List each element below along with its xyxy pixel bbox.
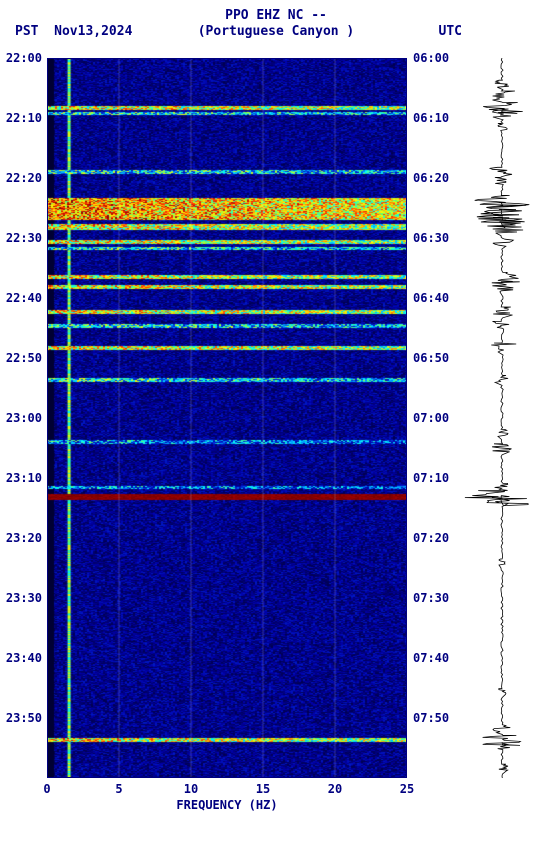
seismogram-trace: [462, 58, 542, 778]
x-tick: 5: [115, 782, 122, 796]
x-tick: 15: [256, 782, 270, 796]
header-tz-right: UTC: [439, 24, 462, 39]
y-left-tick: 22:50: [6, 351, 42, 365]
y-right-tick: 06:20: [413, 171, 449, 185]
y-right-tick: 07:00: [413, 411, 449, 425]
y-left-tick: 23:40: [6, 651, 42, 665]
y-left-tick: 22:30: [6, 231, 42, 245]
x-tick: 0: [43, 782, 50, 796]
trace-path: [465, 58, 529, 778]
y-right-tick: 07:10: [413, 471, 449, 485]
y-right-tick: 07:30: [413, 591, 449, 605]
y-right-tick: 06:50: [413, 351, 449, 365]
spectrogram-canvas: [47, 58, 407, 778]
y-left-tick: 23:10: [6, 471, 42, 485]
y-right-tick: 06:00: [413, 51, 449, 65]
y-right-tick: 07:40: [413, 651, 449, 665]
y-left-tick: 23:00: [6, 411, 42, 425]
spectrogram-plot: [47, 58, 407, 778]
x-tick: 10: [184, 782, 198, 796]
y-right-tick: 07:50: [413, 711, 449, 725]
y-right-tick: 06:30: [413, 231, 449, 245]
header-title: PPO EHZ NC --: [0, 8, 552, 23]
y-axis-right: 06:0006:1006:2006:3006:4006:5007:0007:10…: [410, 58, 456, 778]
x-axis-label: FREQUENCY (HZ): [47, 798, 407, 812]
y-left-tick: 22:20: [6, 171, 42, 185]
y-axis-left: 22:0022:1022:2022:3022:4022:5023:0023:10…: [2, 58, 45, 778]
y-left-tick: 23:30: [6, 591, 42, 605]
x-tick: 20: [328, 782, 342, 796]
y-left-tick: 23:50: [6, 711, 42, 725]
trace-svg: [462, 58, 542, 778]
y-right-tick: 06:10: [413, 111, 449, 125]
y-left-tick: 22:10: [6, 111, 42, 125]
y-left-tick: 23:20: [6, 531, 42, 545]
x-tick: 25: [400, 782, 414, 796]
y-right-tick: 06:40: [413, 291, 449, 305]
y-left-tick: 22:40: [6, 291, 42, 305]
header-station: (Portuguese Canyon ): [0, 24, 552, 39]
y-left-tick: 22:00: [6, 51, 42, 65]
y-right-tick: 07:20: [413, 531, 449, 545]
